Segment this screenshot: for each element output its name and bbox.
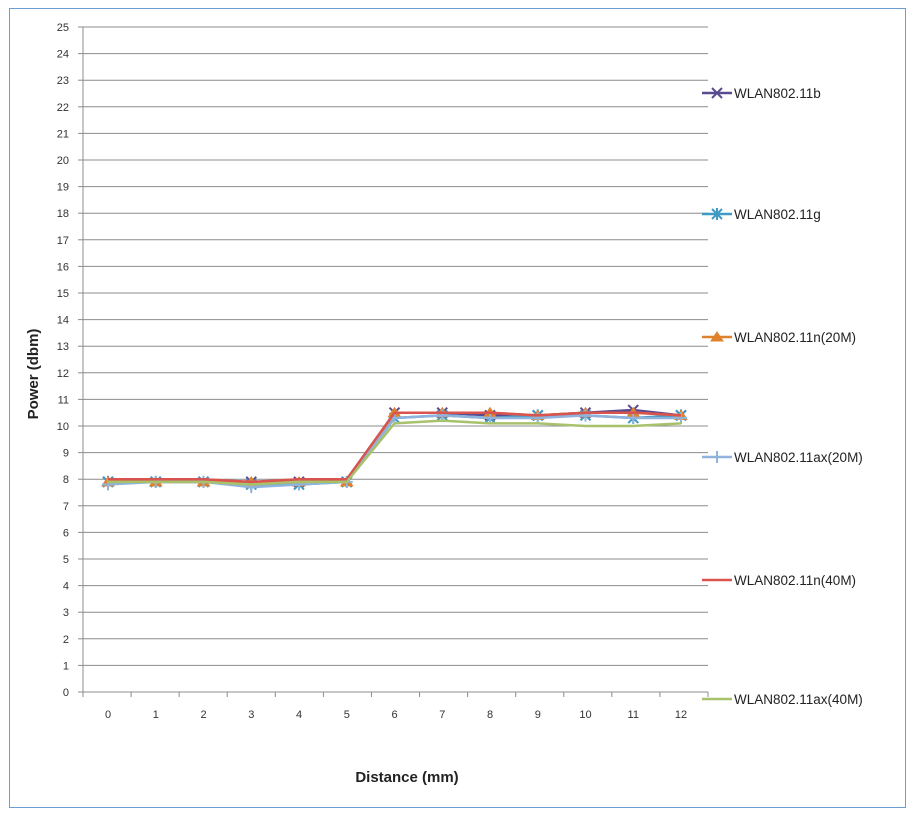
legend-marker [710, 331, 724, 342]
y-tick-label: 18 [57, 208, 69, 220]
y-tick-label: 2 [63, 634, 69, 646]
axes [78, 26, 709, 697]
y-tick-label: 15 [57, 288, 69, 300]
legend-label: WLAN802.11b [734, 86, 821, 101]
legend-item: WLAN802.11n(40M) [702, 573, 856, 588]
legend-label: WLAN802.11ax(20M) [734, 450, 863, 465]
legend-item: WLAN802.11n(20M) [702, 330, 856, 345]
legend-item: WLAN802.11b [702, 86, 821, 101]
x-tick-label: 1 [153, 709, 159, 721]
y-tick-label: 6 [63, 527, 69, 539]
x-tick-labels: 0 1 2 3 4 5 6 7 8 9 10 11 12 [105, 709, 687, 721]
legend-label: WLAN802.11ax(40M) [734, 692, 863, 707]
data-point-marker [484, 412, 496, 425]
series-lines [101, 404, 688, 494]
legend-marker [711, 208, 723, 220]
data-point-marker [293, 478, 305, 491]
x-tick-label: 12 [675, 709, 687, 721]
data-point-marker [102, 478, 114, 491]
y-tick-label: 24 [57, 49, 69, 61]
y-tick-label: 0 [63, 687, 69, 699]
gridlines [83, 26, 708, 693]
data-point-marker [579, 409, 592, 422]
x-tick-label: 0 [105, 709, 111, 721]
data-point-marker [245, 481, 258, 494]
y-tick-label: 19 [57, 182, 69, 194]
legend-marker [711, 87, 723, 99]
y-tick-label: 12 [57, 368, 69, 380]
x-tick-label: 4 [296, 709, 302, 721]
y-tick-labels: 0123456789101112131415161718192021222324… [57, 22, 69, 699]
legend-marker [711, 451, 723, 463]
y-tick-label: 20 [57, 155, 69, 167]
x-tick-label: 2 [200, 709, 206, 721]
legend-label: WLAN802.11n(40M) [734, 573, 856, 588]
x-tick-label: 3 [248, 709, 254, 721]
data-point-marker [675, 412, 687, 425]
series-6 [108, 419, 682, 486]
data-point-marker [531, 412, 544, 425]
y-tick-label: 13 [57, 341, 69, 353]
x-tick-label: 7 [439, 709, 445, 721]
y-tick-label: 3 [63, 607, 69, 619]
x-tick-label: 10 [579, 709, 591, 721]
y-tick-label: 11 [58, 394, 69, 406]
x-tick-label: 11 [628, 709, 639, 721]
y-tick-label: 9 [63, 448, 69, 460]
data-point-marker [627, 412, 640, 425]
legend-item: WLAN802.11ax(20M) [702, 450, 863, 465]
chart-frame [9, 8, 906, 808]
y-tick-label: 8 [63, 474, 69, 486]
y-tick-label: 22 [57, 102, 69, 114]
y-tick-label: 14 [57, 315, 69, 327]
legend-label: WLAN802.11n(20M) [734, 330, 856, 345]
x-axis-title: Distance (mm) [355, 769, 458, 786]
y-tick-label: 4 [63, 581, 69, 593]
series-line [108, 419, 682, 486]
legend-item: WLAN802.11g [702, 207, 821, 222]
y-tick-label: 25 [57, 22, 69, 34]
series-4 [102, 409, 687, 494]
y-tick-label: 1 [63, 660, 69, 672]
y-tick-label: 10 [57, 421, 69, 433]
legend-label: WLAN802.11g [734, 207, 821, 222]
series-5 [108, 411, 682, 484]
y-tick-label: 7 [63, 501, 69, 513]
x-tick-label: 9 [535, 709, 541, 721]
legend: WLAN802.11b WLAN802.11g WLAN802.11n(20M) WL… [702, 86, 863, 707]
y-tick-label: 16 [57, 261, 69, 273]
x-tick-label: 8 [487, 709, 493, 721]
series-line [108, 411, 682, 484]
x-tick-label: 6 [391, 709, 397, 721]
y-tick-label: 23 [57, 75, 69, 87]
y-axis-title: Power (dbm) [25, 329, 42, 420]
y-tick-label: 17 [57, 235, 69, 247]
legend-item: WLAN802.11ax(40M) [702, 692, 863, 707]
data-point-marker [436, 409, 449, 422]
x-tick-label: 5 [344, 709, 350, 721]
y-tick-label: 5 [63, 554, 69, 566]
y-tick-label: 21 [57, 128, 69, 140]
